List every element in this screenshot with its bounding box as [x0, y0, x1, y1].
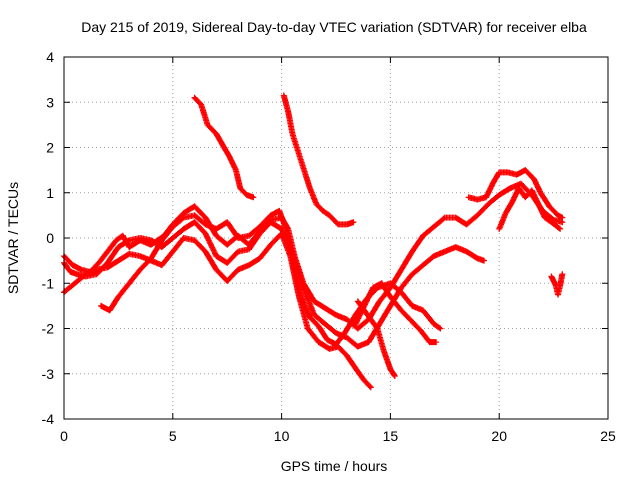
y-tick-label: 0 [46, 230, 54, 246]
y-tick-label: -3 [42, 366, 55, 382]
plus-markers [354, 298, 398, 379]
x-tick-label: 0 [60, 428, 68, 444]
y-tick-label: 4 [46, 49, 54, 65]
plus-markers [280, 92, 357, 228]
series-track-7 [352, 280, 440, 346]
x-tick-label: 5 [169, 428, 177, 444]
series-track-8 [354, 298, 398, 379]
plus-markers [496, 185, 564, 232]
y-tick-label: 1 [46, 185, 54, 201]
x-tick-label: 15 [383, 428, 399, 444]
plus-markers [548, 271, 566, 298]
series-track-9 [465, 167, 566, 221]
x-tick-label: 20 [491, 428, 507, 444]
x-tick-label: 25 [600, 428, 616, 444]
plus-markers [98, 207, 444, 348]
y-tick-label: 3 [46, 94, 54, 110]
y-tick-label: -4 [42, 411, 55, 427]
x-tick-label: 10 [274, 428, 290, 444]
axis-ticks: 0 5 10 15 20 25 -4 -3 -2 -1 0 1 2 3 4 [42, 49, 616, 444]
series-track-10 [496, 185, 564, 232]
series-track-11 [548, 271, 566, 298]
chart-title: Day 215 of 2019, Sidereal Day-to-day VTE… [81, 19, 587, 35]
plus-markers [352, 280, 440, 346]
series-track-6 [280, 92, 357, 228]
y-tick-label: -2 [42, 321, 55, 337]
series-track-4 [98, 207, 444, 348]
x-axis-label: GPS time / hours [281, 458, 388, 474]
plus-markers [465, 167, 566, 221]
y-tick-label: -1 [42, 275, 55, 291]
series-track-5 [191, 94, 257, 201]
y-axis-label: SDTVAR / TECUs [5, 182, 21, 294]
y-tick-label: 2 [46, 140, 54, 156]
plus-markers [191, 94, 257, 201]
